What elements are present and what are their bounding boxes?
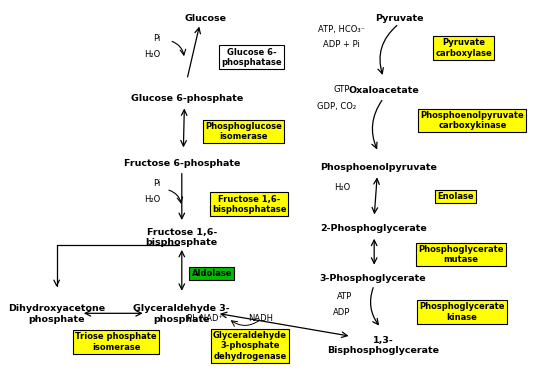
Text: ADP + Pi: ADP + Pi (322, 40, 360, 50)
Text: Pyruvate
carboxylase: Pyruvate carboxylase (435, 38, 492, 58)
Text: NADH: NADH (248, 314, 273, 323)
Text: Phosphoglycerate
kinase: Phosphoglycerate kinase (420, 303, 505, 322)
Text: 3-Phosphoglycerate: 3-Phosphoglycerate (320, 274, 427, 283)
Text: Glucose 6-
phosphatase: Glucose 6- phosphatase (221, 48, 282, 67)
Text: Glucose: Glucose (184, 13, 226, 22)
Text: ATP: ATP (337, 292, 352, 301)
Text: 2-Phosphoglycerate: 2-Phosphoglycerate (320, 224, 427, 233)
Text: PI, NAD⁺: PI, NAD⁺ (187, 314, 223, 323)
Text: Oxaloacetate: Oxaloacetate (348, 86, 419, 95)
Text: 1,3-
Bisphosphoglycerate: 1,3- Bisphosphoglycerate (327, 336, 440, 356)
Text: Fructose 1,6-
bisphosphatase: Fructose 1,6- bisphosphatase (212, 195, 286, 214)
Text: H₂O: H₂O (144, 195, 160, 204)
Text: Fructose 6-phosphate: Fructose 6-phosphate (124, 159, 240, 168)
Text: Pi: Pi (153, 34, 161, 43)
Text: Glucose 6-phosphate: Glucose 6-phosphate (131, 94, 243, 103)
Text: Phosphoglucose
isomerase: Phosphoglucose isomerase (205, 122, 282, 141)
Text: Phosphoglycerate
mutase: Phosphoglycerate mutase (418, 245, 504, 264)
Text: Pi: Pi (153, 179, 161, 188)
Text: Aldolase: Aldolase (192, 269, 232, 278)
Text: Phosphoenolpyruvate
carboxykinase: Phosphoenolpyruvate carboxykinase (421, 111, 524, 130)
Text: Enolase: Enolase (437, 192, 474, 201)
Text: Phosphoenolpyruvate: Phosphoenolpyruvate (320, 162, 437, 171)
Text: Dihydroxyacetone
phosphate: Dihydroxyacetone phosphate (8, 304, 105, 324)
Text: Fructose 1,6-
bisphosphate: Fructose 1,6- bisphosphate (146, 228, 218, 248)
Text: ADP: ADP (333, 309, 351, 318)
Text: GDP, CO₂: GDP, CO₂ (318, 102, 356, 111)
Text: H₂O: H₂O (144, 50, 160, 59)
Text: Pyruvate: Pyruvate (375, 13, 423, 22)
Text: GTP: GTP (334, 86, 350, 94)
Text: Glyceraldehyde 3-
phosphate: Glyceraldehyde 3- phosphate (133, 304, 230, 324)
Text: Glyceraldehyde
3-phosphate
dehydrogenase: Glyceraldehyde 3-phosphate dehydrogenase (213, 331, 287, 361)
Text: Triose phosphate
isomerase: Triose phosphate isomerase (75, 332, 157, 352)
Text: ATP, HCO₃⁻: ATP, HCO₃⁻ (318, 25, 364, 34)
Text: H₂O: H₂O (334, 183, 350, 192)
